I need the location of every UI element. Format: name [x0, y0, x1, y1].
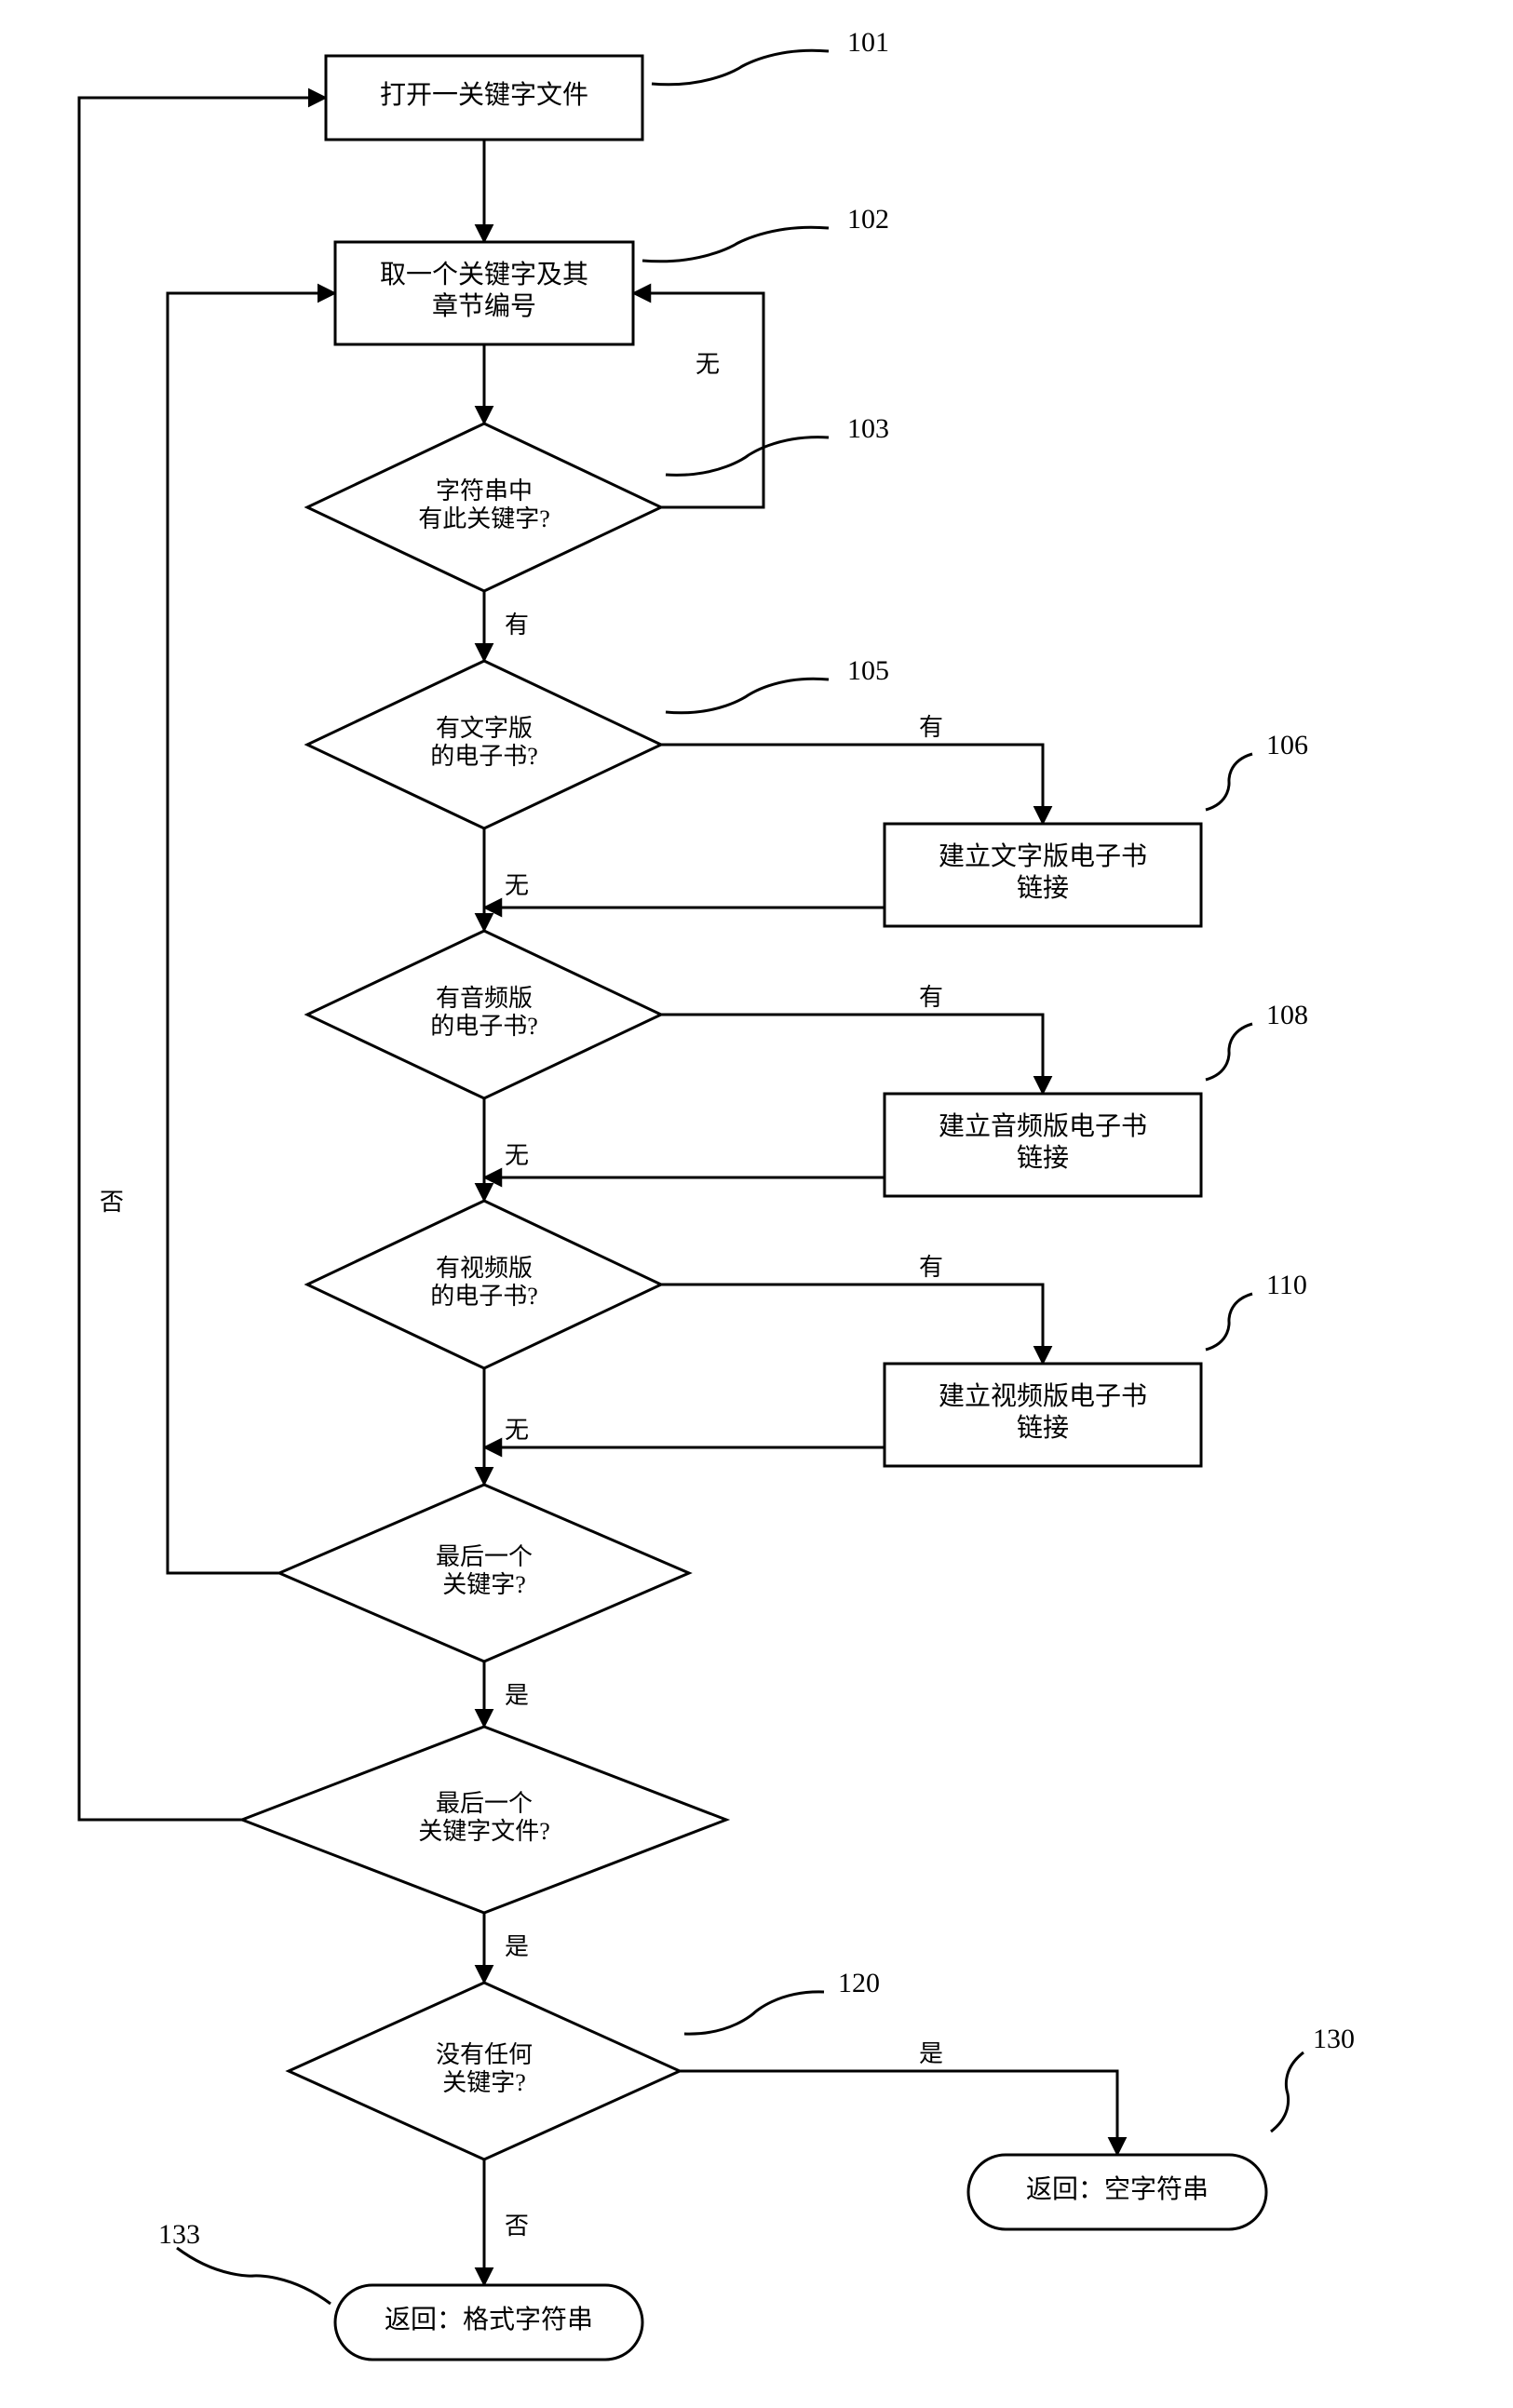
- node-n103: 103: [307, 413, 889, 591]
- svg-text:没有任何关键字?: 没有任何关键字?: [436, 2041, 533, 2096]
- node-text: 打开一关键字文件: [380, 80, 588, 110]
- svg-text:有文字版的电子书?: 有文字版的电子书?: [430, 715, 538, 770]
- edge-label: 有: [919, 1254, 943, 1281]
- svg-text:返回：空字符串: 返回：空字符串: [1026, 2174, 1209, 2204]
- edge: [661, 1015, 1043, 1094]
- edge-label: 有: [505, 612, 529, 639]
- step-label: 133: [158, 2219, 200, 2250]
- step-label: 130: [1313, 2024, 1355, 2054]
- edge-label: 是: [505, 1682, 529, 1709]
- edge-label: 无: [505, 872, 529, 899]
- callout-squiggle: [1206, 1294, 1252, 1350]
- svg-text:有音频版的电子书?: 有音频版的电子书?: [430, 985, 538, 1040]
- edge: [661, 1285, 1043, 1364]
- edge: [79, 98, 326, 1820]
- svg-text:字符串中有此关键字?: 字符串中有此关键字?: [418, 478, 550, 532]
- step-label: 106: [1266, 730, 1308, 760]
- svg-text:有视频版的电子书?: 有视频版的电子书?: [430, 1255, 538, 1310]
- node-n108: 108: [885, 1000, 1308, 1196]
- edge-label: 无: [505, 1417, 529, 1444]
- node-n120: 120: [289, 1968, 880, 2159]
- edge-label: 否: [100, 1189, 124, 1216]
- svg-text:返回：格式字符串: 返回：格式字符串: [385, 2305, 593, 2334]
- callout-squiggle: [1271, 2052, 1304, 2132]
- callout-squiggle: [1206, 754, 1252, 810]
- edge-label: 是: [505, 1933, 529, 1960]
- node-n133: 133: [158, 2219, 642, 2360]
- edge-label: 有: [919, 984, 943, 1011]
- step-label: 105: [847, 655, 889, 686]
- edge: [168, 293, 335, 1573]
- edge: [633, 293, 763, 507]
- callout-squiggle: [1206, 1024, 1252, 1080]
- callout-squiggle: [684, 1992, 824, 2034]
- callout-squiggle: [666, 437, 829, 476]
- edge-label: 是: [919, 2040, 943, 2067]
- node-n110: 110: [885, 1270, 1307, 1466]
- step-label: 110: [1266, 1270, 1307, 1300]
- svg-text:最后一个关键字文件?: 最后一个关键字文件?: [418, 1790, 550, 1845]
- callout-squiggle: [642, 227, 829, 262]
- edge: [680, 2071, 1117, 2155]
- step-label: 102: [847, 204, 889, 235]
- edge-label: 无: [696, 351, 720, 378]
- callout-squiggle: [666, 679, 829, 713]
- callout-squiggle: [177, 2248, 331, 2304]
- node-n105: 105: [307, 655, 889, 828]
- svg-text:最后一个关键字?: 最后一个关键字?: [436, 1543, 533, 1598]
- step-label: 120: [838, 1968, 880, 1998]
- edge: [661, 745, 1043, 824]
- node-n106: 106: [885, 730, 1308, 926]
- step-label: 108: [1266, 1000, 1308, 1030]
- edge-label: 否: [505, 2213, 529, 2240]
- edge-label: 有: [919, 714, 943, 741]
- step-label: 101: [847, 27, 889, 58]
- edge-label: 无: [505, 1142, 529, 1169]
- callout-squiggle: [652, 50, 829, 85]
- step-label: 103: [847, 413, 889, 444]
